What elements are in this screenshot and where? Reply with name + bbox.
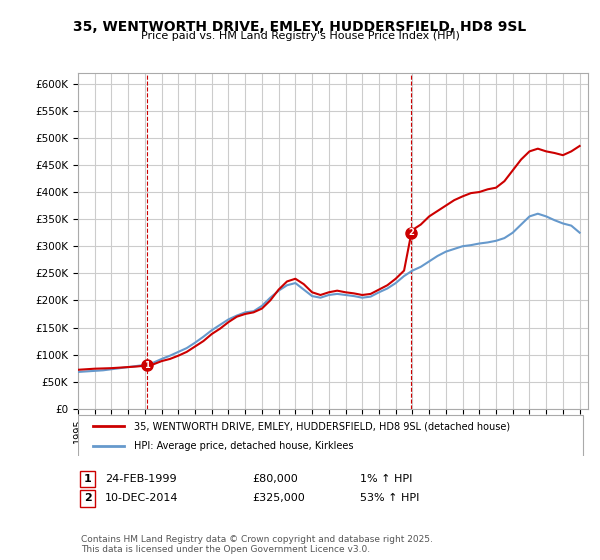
FancyBboxPatch shape <box>78 415 583 457</box>
Text: HPI: Average price, detached house, Kirklees: HPI: Average price, detached house, Kirk… <box>134 441 353 451</box>
Text: 53% ↑ HPI: 53% ↑ HPI <box>360 493 419 503</box>
Text: 10-DEC-2014: 10-DEC-2014 <box>105 493 179 503</box>
Text: Price paid vs. HM Land Registry's House Price Index (HPI): Price paid vs. HM Land Registry's House … <box>140 31 460 41</box>
Text: 2: 2 <box>84 493 91 503</box>
Text: 1: 1 <box>84 474 91 484</box>
Text: 1: 1 <box>144 361 150 370</box>
Text: Contains HM Land Registry data © Crown copyright and database right 2025.
This d: Contains HM Land Registry data © Crown c… <box>81 535 433 554</box>
Text: 35, WENTWORTH DRIVE, EMLEY, HUDDERSFIELD, HD8 9SL (detached house): 35, WENTWORTH DRIVE, EMLEY, HUDDERSFIELD… <box>134 421 510 431</box>
Text: 1% ↑ HPI: 1% ↑ HPI <box>360 474 412 484</box>
Text: £325,000: £325,000 <box>252 493 305 503</box>
Text: 2: 2 <box>409 228 415 237</box>
Text: 24-FEB-1999: 24-FEB-1999 <box>105 474 176 484</box>
Text: 35, WENTWORTH DRIVE, EMLEY, HUDDERSFIELD, HD8 9SL: 35, WENTWORTH DRIVE, EMLEY, HUDDERSFIELD… <box>73 20 527 34</box>
Text: £80,000: £80,000 <box>252 474 298 484</box>
